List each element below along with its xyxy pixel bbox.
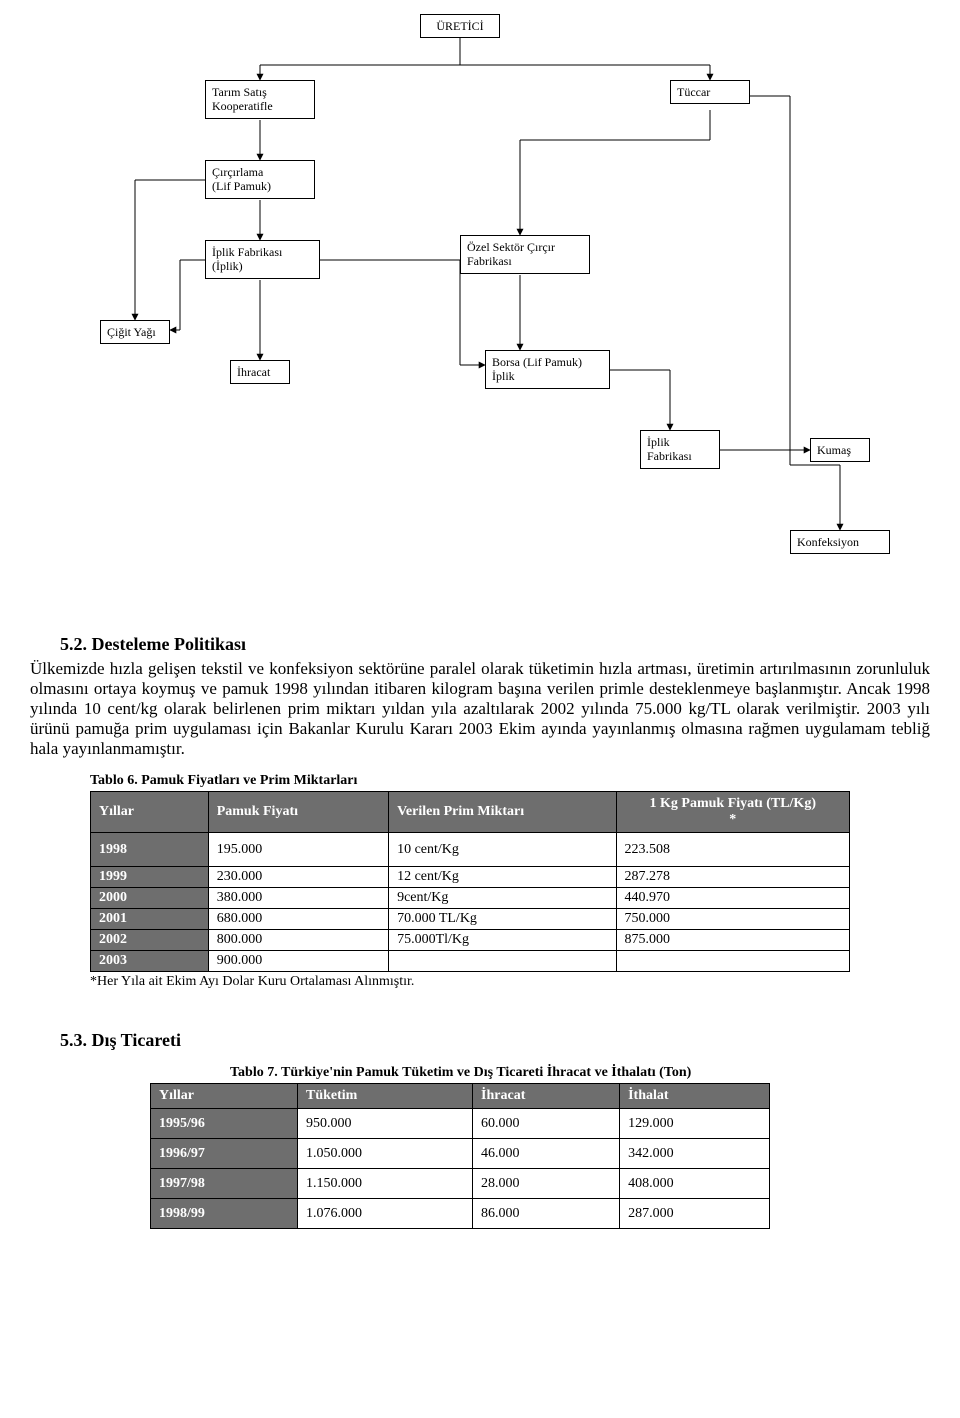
table7-caption: Tablo 7. Türkiye'nin Pamuk Tüketim ve Dı… <box>230 1065 930 1081</box>
node-tarim-satis: Tarım SatışKooperatifle <box>205 80 315 119</box>
table6-r2c1: 1999 <box>91 867 209 888</box>
node-cigit-yag: Çiğit Yağı <box>100 320 170 344</box>
table7-r2c4: 342.000 <box>620 1139 770 1169</box>
table6-h4: 1 Kg Pamuk Fiyatı (TL/Kg)* <box>616 792 849 833</box>
table7-r4c2: 1.076.000 <box>298 1199 473 1229</box>
node-ozel-sektor: Özel Sektör ÇırçırFabrikası <box>460 235 590 274</box>
table6-r6c2: 900.000 <box>208 951 388 972</box>
table6-r3c2: 380.000 <box>208 888 388 909</box>
table7-r1c3: 60.000 <box>473 1109 620 1139</box>
table6-r6c3 <box>389 951 616 972</box>
node-iplik-fab2: İplikFabrikası <box>640 430 720 469</box>
table6-r4c1: 2001 <box>91 909 209 930</box>
table7-r4c3: 86.000 <box>473 1199 620 1229</box>
node-circirlama: Çırçırlama(Lif Pamuk) <box>205 160 315 199</box>
node-kumas: Kumaş <box>810 438 870 462</box>
table6-r3c1: 2000 <box>91 888 209 909</box>
table7-h4: İthalat <box>620 1084 770 1109</box>
table7-r3c4: 408.000 <box>620 1169 770 1199</box>
table7-r3c1: 1997/98 <box>151 1169 298 1199</box>
table6-h2: Pamuk Fiyatı <box>208 792 388 833</box>
node-konfeksiyon: Konfeksiyon <box>790 530 890 554</box>
flowchart: ÜRETİCİ Tarım SatışKooperatifle Tüccar Ç… <box>30 10 930 610</box>
table6-r6c4 <box>616 951 849 972</box>
table6-r2c4: 287.278 <box>616 867 849 888</box>
table6-r6c1: 2003 <box>91 951 209 972</box>
table6-r1c4: 223.508 <box>616 833 849 867</box>
node-tuccar: Tüccar <box>670 80 750 104</box>
table6-r3c3: 9cent/Kg <box>389 888 616 909</box>
node-ihracat: İhracat <box>230 360 290 384</box>
table6-r3c4: 440.970 <box>616 888 849 909</box>
table6-r5c4: 875.000 <box>616 930 849 951</box>
table6-r5c2: 800.000 <box>208 930 388 951</box>
table6-caption: Tablo 6. Pamuk Fiyatları ve Prim Miktarl… <box>90 773 930 789</box>
table7-r2c1: 1996/97 <box>151 1139 298 1169</box>
flowchart-edges <box>30 10 930 610</box>
table7: Yıllar Tüketim İhracat İthalat 1995/96 9… <box>150 1083 770 1229</box>
table6-r1c2: 195.000 <box>208 833 388 867</box>
table6-r4c4: 750.000 <box>616 909 849 930</box>
table7-r2c3: 46.000 <box>473 1139 620 1169</box>
heading-5-2: 5.2. Desteleme Politikası <box>60 634 930 655</box>
table6-r1c3: 10 cent/Kg <box>389 833 616 867</box>
table7-h3: İhracat <box>473 1084 620 1109</box>
table6-r1c1: 1998 <box>91 833 209 867</box>
table6-r5c3: 75.000Tl/Kg <box>389 930 616 951</box>
table7-r1c1: 1995/96 <box>151 1109 298 1139</box>
node-borsa: Borsa (Lif Pamuk)İplik <box>485 350 610 389</box>
table7-r3c2: 1.150.000 <box>298 1169 473 1199</box>
body-5-2: Ülkemizde hızla gelişen tekstil ve konfe… <box>30 659 930 759</box>
table6-r5c1: 2002 <box>91 930 209 951</box>
table7-r2c2: 1.050.000 <box>298 1139 473 1169</box>
table7-r1c4: 129.000 <box>620 1109 770 1139</box>
table7-r1c2: 950.000 <box>298 1109 473 1139</box>
node-uretici: ÜRETİCİ <box>420 14 500 38</box>
table6-h1: Yıllar <box>91 792 209 833</box>
table6-r4c3: 70.000 TL/Kg <box>389 909 616 930</box>
table7-h1: Yıllar <box>151 1084 298 1109</box>
table6-footnote: *Her Yıla ait Ekim Ayı Dolar Kuru Ortala… <box>90 974 930 990</box>
table7-r3c3: 28.000 <box>473 1169 620 1199</box>
table6: Yıllar Pamuk Fiyatı Verilen Prim Miktarı… <box>90 791 850 972</box>
heading-5-3: 5.3. Dış Ticareti <box>60 1030 930 1051</box>
table7-r4c1: 1998/99 <box>151 1199 298 1229</box>
table7-r4c4: 287.000 <box>620 1199 770 1229</box>
table6-r2c3: 12 cent/Kg <box>389 867 616 888</box>
table7-h2: Tüketim <box>298 1084 473 1109</box>
node-iplik-fab1: İplik Fabrikası(İplik) <box>205 240 320 279</box>
table6-h3: Verilen Prim Miktarı <box>389 792 616 833</box>
table6-r2c2: 230.000 <box>208 867 388 888</box>
table6-r4c2: 680.000 <box>208 909 388 930</box>
